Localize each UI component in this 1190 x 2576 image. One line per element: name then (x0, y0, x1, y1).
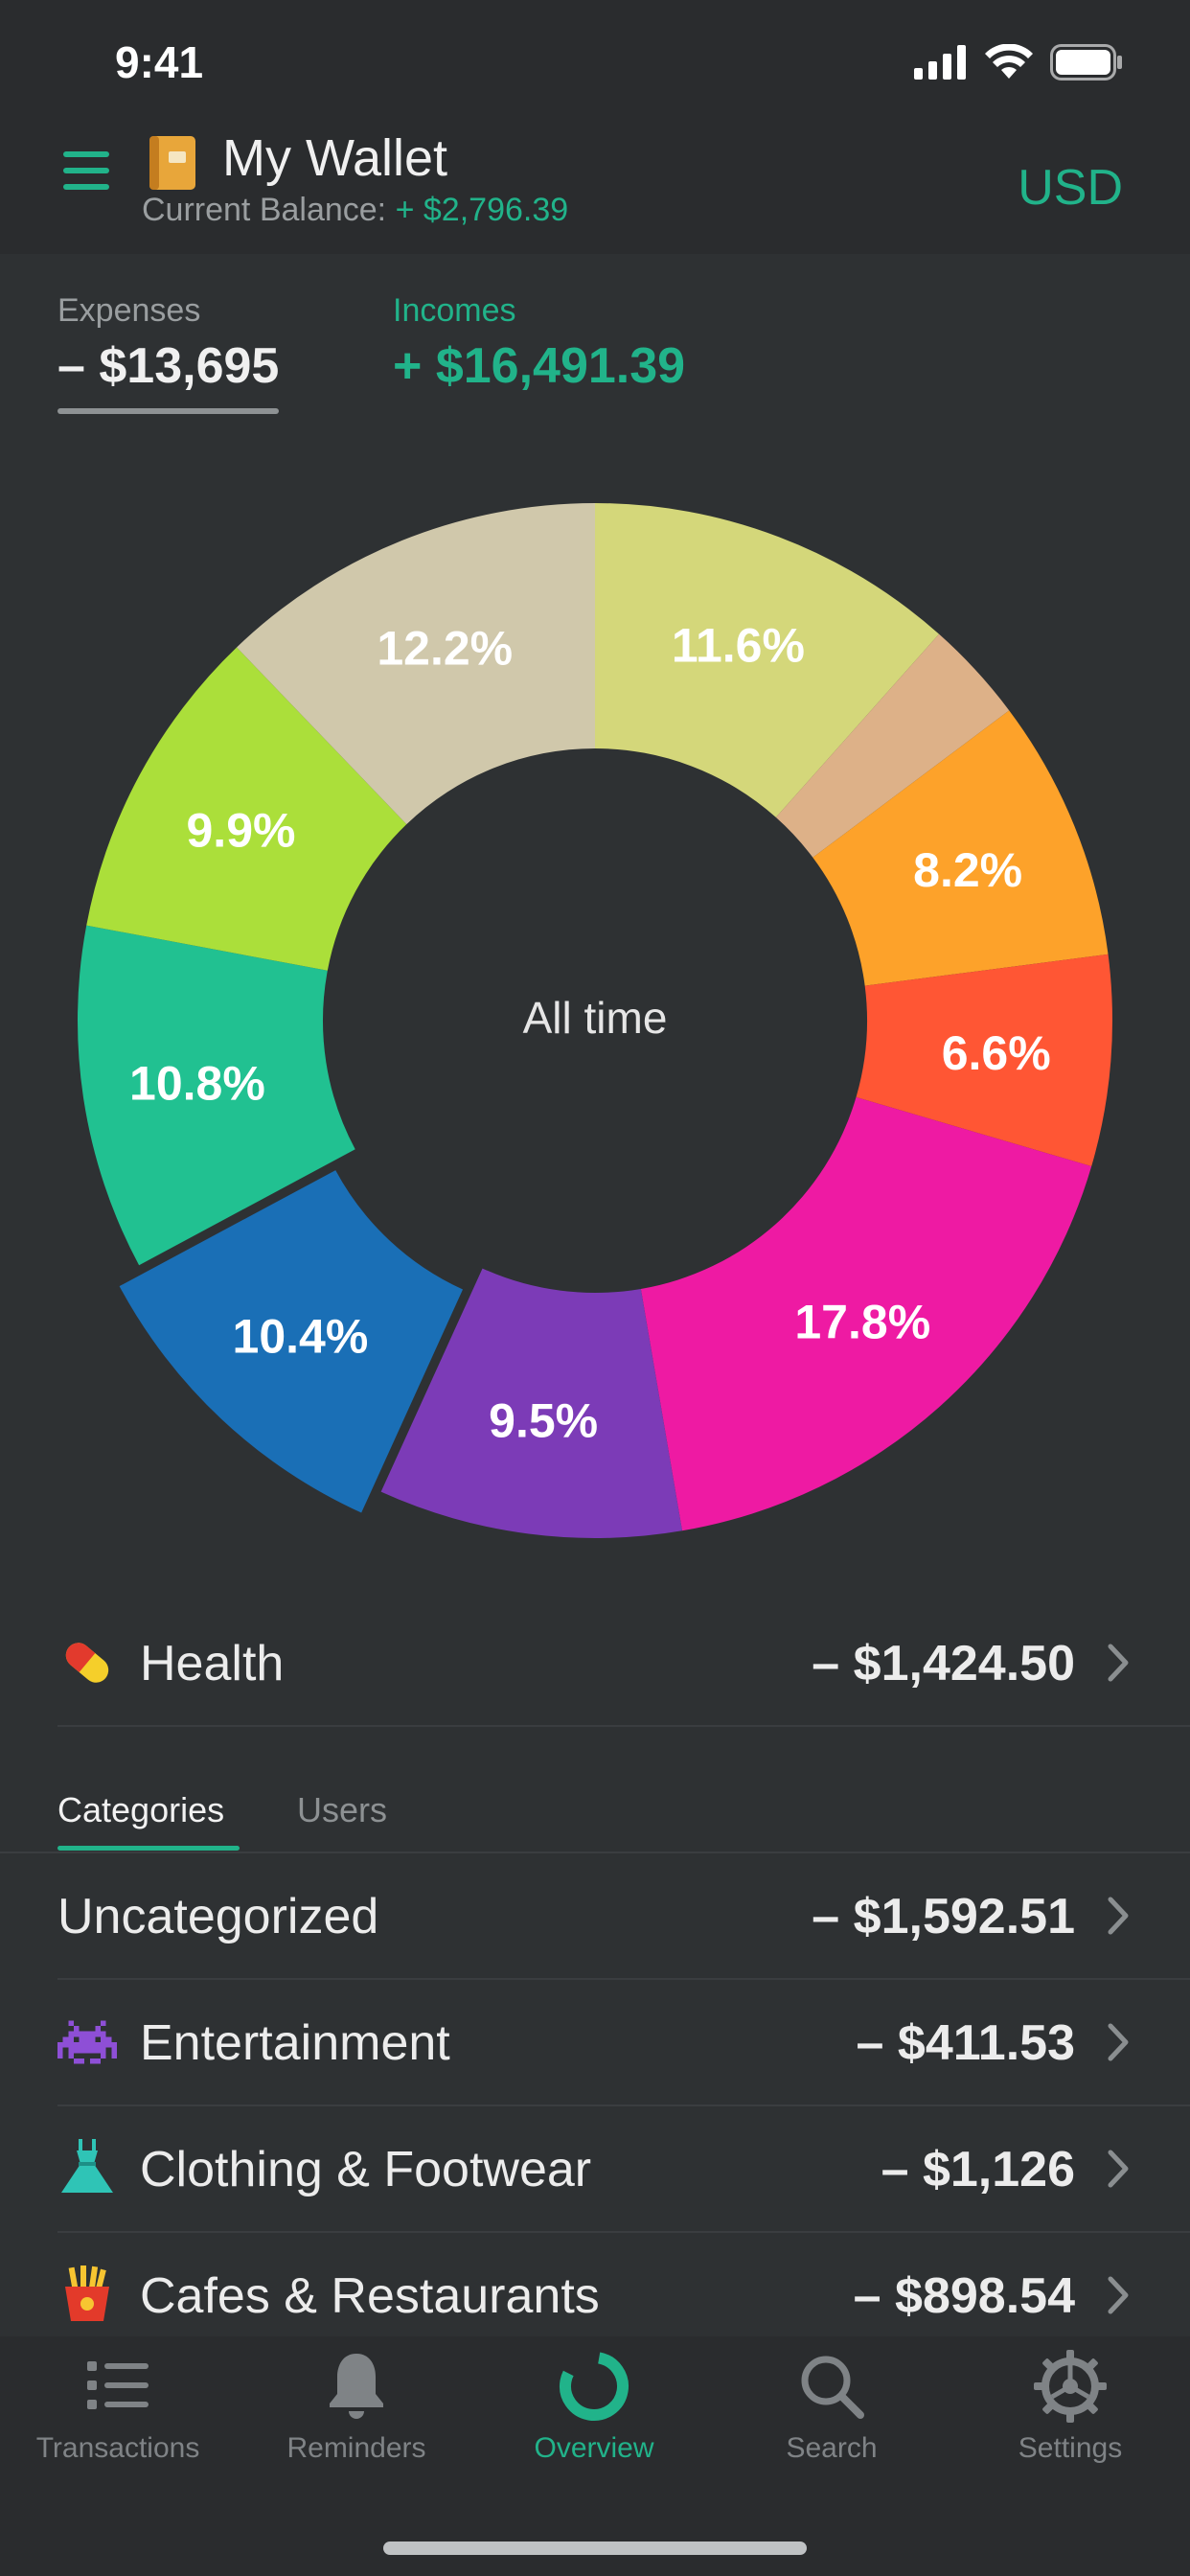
chart-slice-label-2: 8.2% (913, 843, 1022, 897)
chart-slice-label-0: 11.6% (672, 618, 805, 672)
chart-slice-1[interactable] (775, 633, 1010, 858)
battery-icon (1050, 44, 1122, 80)
tabbar-overview-label: Overview (534, 2432, 654, 2464)
chevron-right-icon (1108, 2276, 1129, 2314)
wallet-title[interactable]: My Wallet (222, 129, 448, 187)
tabbar-settings-label: Settings (1018, 2432, 1123, 2464)
expenses-tab[interactable]: Expenses – $13,695 (57, 292, 280, 414)
category-label: Entertainment (140, 2015, 450, 2071)
tabbar-transactions-label: Transactions (35, 2432, 200, 2464)
tab-categories[interactable]: Categories (57, 1790, 225, 1829)
status-time: 9:41 (115, 37, 204, 87)
dress-icon (61, 2139, 113, 2193)
chart-slice-label-3: 6.6% (942, 1026, 1051, 1080)
category-label: Clothing & Footwear (140, 2142, 592, 2197)
expenses-label: Expenses (57, 292, 201, 329)
chart-slice-7[interactable] (78, 925, 355, 1266)
navigation-header: My Wallet Current Balance: + $2,796.39 U… (0, 125, 1190, 254)
notebook-icon (149, 136, 195, 190)
chart-slice-label-8: 9.9% (187, 803, 296, 857)
chart-slice-8[interactable] (86, 647, 407, 971)
gear-icon (1034, 2350, 1107, 2423)
incomes-tab[interactable]: Incomes + $16,491.39 (393, 292, 685, 395)
cellular-signal-icon (914, 45, 966, 80)
chart-slice-4[interactable] (640, 1096, 1092, 1531)
chart-slice-label-5: 9.5% (489, 1394, 598, 1448)
tabbar-search[interactable]: Search (717, 2348, 947, 2465)
chevron-right-icon (1108, 2023, 1129, 2061)
chart-slice-5[interactable] (380, 1268, 682, 1538)
summary-toggle: Expenses – $13,695 Incomes + $16,491.39 (0, 254, 1190, 446)
chart-slice-9[interactable] (237, 503, 596, 825)
chart-slice-label-6: 10.4% (233, 1309, 369, 1363)
balance-label: Current Balance: (142, 192, 387, 228)
tabbar-reminders-label: Reminders (286, 2432, 426, 2464)
category-amount: – $898.54 (853, 2268, 1075, 2324)
chart-center-label: All time (523, 993, 668, 1043)
expenses-underline (57, 408, 280, 414)
category-amount: – $411.53 (856, 2015, 1075, 2071)
tabbar-settings[interactable]: Settings (955, 2348, 1185, 2465)
incomes-label: Incomes (393, 292, 516, 329)
tabbar-search-label: Search (786, 2432, 878, 2464)
incomes-value: + $16,491.39 (393, 338, 686, 394)
chart-slice-6[interactable] (119, 1170, 464, 1513)
selected-category-row[interactable]: Health – $1,424.50 (57, 1600, 1190, 1727)
list-item-clothing-footwear[interactable]: Clothing & Footwear – $1,126 (57, 2106, 1190, 2233)
balance-value: + $2,796.39 (395, 192, 569, 228)
alien-monster-icon (57, 2020, 117, 2064)
chart-slice-2[interactable] (812, 710, 1109, 986)
donut-chart-icon (560, 2352, 629, 2421)
status-icons (914, 44, 1123, 80)
chart-slice-label-4: 17.8% (794, 1296, 930, 1349)
list-icon (87, 2361, 149, 2409)
category-label: Cafes & Restaurants (140, 2268, 600, 2324)
status-bar: 9:41 (0, 0, 1190, 125)
selected-category-amount: – $1,424.50 (812, 1636, 1075, 1691)
category-amount: – $1,592.51 (812, 1889, 1075, 1944)
pill-icon (65, 1643, 109, 1683)
list-item-entertainment[interactable]: Entertainment – $411.53 (57, 1980, 1190, 2106)
tab-users[interactable]: Users (297, 1790, 388, 1829)
chart-slice-label-9: 12.2% (377, 621, 513, 675)
expenses-donut-chart[interactable]: 11.6% 8.2% 6.6% 17.8% 9.5% 10.4% 10.8% 9.9% 12.2… (0, 479, 1190, 1572)
chart-slice-3[interactable] (856, 954, 1112, 1166)
bottom-tab-bar: Transactions Reminders Overview Search (0, 2336, 1190, 2576)
category-label: Uncategorized (57, 1889, 379, 1944)
fries-icon (65, 2266, 109, 2321)
tabbar-reminders[interactable]: Reminders (241, 2348, 471, 2465)
breakdown-tabs: Categories Users (0, 1763, 1190, 1853)
currency-button[interactable]: USD (1018, 160, 1123, 216)
chart-slice-0[interactable] (595, 503, 940, 817)
chevron-right-icon (1108, 2150, 1129, 2188)
chevron-right-icon (1108, 1897, 1129, 1935)
expenses-value: – $13,695 (57, 338, 280, 394)
list-item-uncategorized[interactable]: Uncategorized – $1,592.51 (57, 1853, 1190, 1980)
current-balance: Current Balance: + $2,796.39 (142, 192, 568, 229)
bell-icon (330, 2354, 383, 2419)
hamburger-menu-icon[interactable] (59, 144, 113, 197)
home-indicator (383, 2542, 807, 2555)
search-icon (801, 2356, 864, 2419)
tabbar-transactions[interactable]: Transactions (3, 2348, 233, 2465)
chart-slice-label-7: 10.8% (129, 1056, 265, 1110)
wifi-icon (985, 44, 1033, 79)
chevron-right-icon (1108, 1644, 1129, 1682)
selected-category-label: Health (140, 1636, 285, 1691)
tab-active-underline (57, 1846, 240, 1851)
tabbar-overview[interactable]: Overview (479, 2348, 709, 2465)
category-amount: – $1,126 (881, 2142, 1075, 2197)
